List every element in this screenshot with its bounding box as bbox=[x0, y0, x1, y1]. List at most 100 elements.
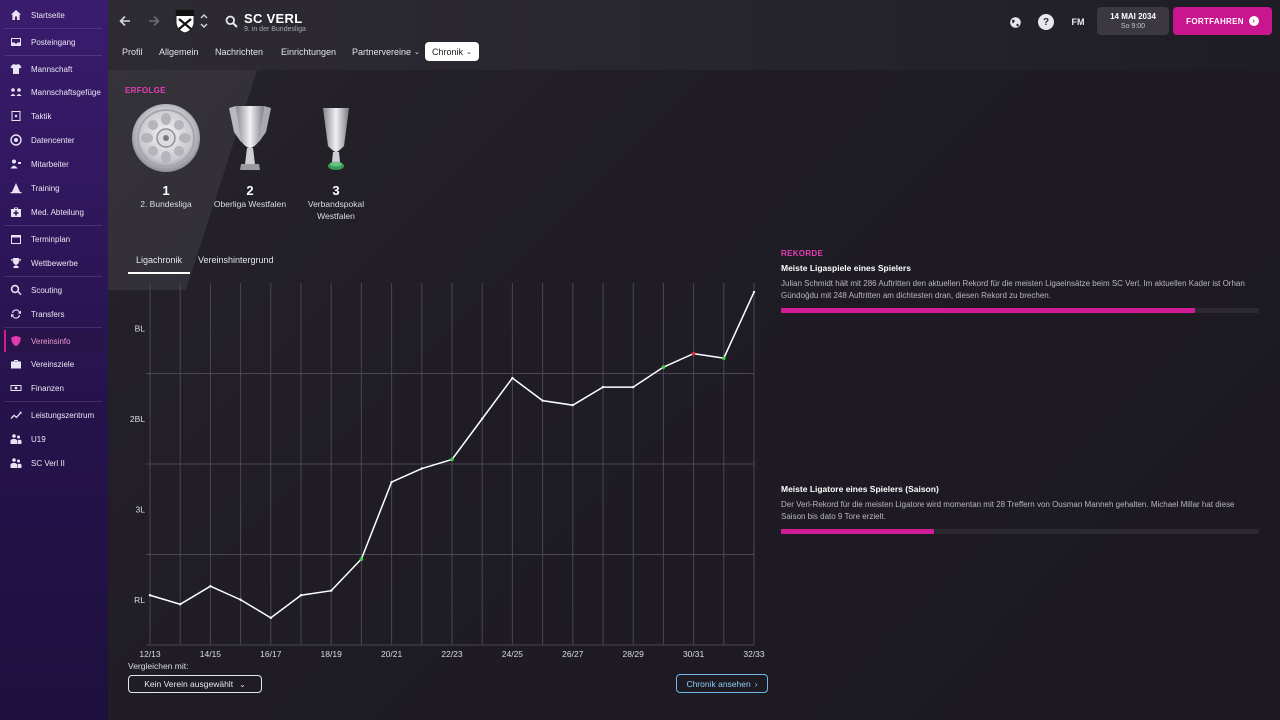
continue-button[interactable]: FORTFAHREN › bbox=[1173, 7, 1272, 35]
chart-data-point[interactable] bbox=[511, 376, 514, 380]
calendar-icon bbox=[9, 232, 23, 246]
tab-label: Vereinshintergrund bbox=[198, 255, 274, 265]
bundesliga-plate-icon bbox=[132, 104, 200, 172]
chart-data-point[interactable] bbox=[752, 290, 756, 294]
sidebar-item-training[interactable]: Training bbox=[0, 177, 104, 199]
sidebar-item-label: Datencenter bbox=[31, 135, 75, 145]
chart-x-tick-label: 24/25 bbox=[502, 649, 524, 659]
view-history-button[interactable]: Chronik ansehen › bbox=[676, 674, 768, 693]
compare-select-value: Kein Verein ausgewählt bbox=[144, 679, 234, 689]
forward-button[interactable] bbox=[146, 13, 162, 29]
chart-x-axis: 12/13 14/15 16/17 18/19 20/21 22/23 24/25 26/27… bbox=[139, 649, 765, 659]
sidebar-item-u19[interactable]: U19 bbox=[0, 428, 104, 450]
sidebar-item-label: Wettbewerbe bbox=[31, 258, 78, 268]
chevron-down-icon: ⌄ bbox=[466, 48, 472, 56]
tab-einrichtungen[interactable]: Einrichtungen bbox=[281, 42, 336, 61]
sidebar-item-label: Leistungszentrum bbox=[31, 410, 95, 420]
chart-x-tick-label: 14/15 bbox=[200, 649, 222, 659]
tab-allgemein[interactable]: Allgemein bbox=[159, 42, 199, 61]
money-icon bbox=[9, 381, 23, 395]
sidebar-item-mannschaftsgefuege[interactable]: Mannschaftsgefüge bbox=[0, 81, 104, 103]
tab-profil[interactable]: Profil bbox=[122, 42, 143, 61]
network-button[interactable] bbox=[1007, 14, 1023, 30]
chart-x-tick-label: 12/13 bbox=[139, 649, 161, 659]
help-button[interactable]: ? bbox=[1038, 14, 1054, 30]
chart-y-tick-label: 3L bbox=[136, 504, 146, 514]
data-hub-icon bbox=[9, 133, 23, 147]
tab-ligachronik[interactable]: Ligachronik bbox=[128, 255, 191, 274]
tab-label: Allgemein bbox=[159, 46, 199, 57]
view-history-label: Chronik ansehen bbox=[686, 678, 751, 689]
chart-data-point[interactable] bbox=[481, 417, 484, 420]
chart-data-point[interactable] bbox=[722, 356, 726, 360]
honour-item[interactable]: 1 2. Bundesliga bbox=[126, 102, 206, 210]
fm-logo-icon: FM bbox=[1071, 17, 1085, 27]
chart-data-point[interactable] bbox=[148, 594, 152, 597]
club-crest[interactable] bbox=[174, 9, 196, 34]
sidebar-item-label: Finanzen bbox=[31, 383, 64, 393]
sidebar-item-terminplan[interactable]: Terminplan bbox=[0, 228, 104, 250]
chart-data-point[interactable] bbox=[661, 365, 666, 369]
honour-item[interactable]: 3 Verbandspokal Westfalen bbox=[296, 102, 376, 222]
chart-data-point[interactable] bbox=[420, 467, 423, 470]
search-button[interactable] bbox=[223, 13, 239, 29]
chart-data-point[interactable] bbox=[390, 480, 393, 484]
sidebar-item-label: Med. Abteilung bbox=[31, 207, 84, 217]
chart-x-tick-label: 32/33 bbox=[743, 649, 765, 659]
chart-data-point[interactable] bbox=[601, 385, 605, 389]
chart-data-point[interactable] bbox=[179, 603, 182, 606]
chart-data-point[interactable] bbox=[299, 594, 303, 597]
tab-vereinshintergrund[interactable]: Vereinshintergrund bbox=[198, 255, 274, 272]
tab-partnervereine[interactable]: Partnervereine ⌄ bbox=[352, 42, 420, 61]
honour-item[interactable]: 2 Oberliga Westfalen bbox=[210, 102, 290, 210]
reserve-team-icon bbox=[9, 456, 23, 470]
tactics-board-icon bbox=[9, 109, 23, 123]
sidebar-item-finanzen[interactable]: Finanzen bbox=[0, 377, 104, 399]
fm-menu-button[interactable]: FM bbox=[1068, 14, 1088, 30]
tab-label: Partnervereine bbox=[352, 46, 412, 57]
sidebar-item-mitarbeiter[interactable]: Mitarbeiter bbox=[0, 153, 104, 175]
sidebar-item-sc-verl-ii[interactable]: SC Verl II bbox=[0, 452, 104, 474]
chart-y-tick-label: BL bbox=[135, 323, 146, 333]
chart-data-point[interactable] bbox=[359, 557, 364, 561]
sidebar-item-posteingang[interactable]: Posteingang bbox=[0, 31, 104, 53]
sidebar-item-transfers[interactable]: Transfers bbox=[0, 303, 104, 325]
trend-icon bbox=[9, 408, 23, 422]
chart-points bbox=[148, 290, 756, 620]
tab-nachrichten[interactable]: Nachrichten bbox=[215, 42, 263, 61]
date-display[interactable]: 14 MAI 2034 So 9:00 bbox=[1097, 7, 1169, 35]
back-button[interactable] bbox=[117, 13, 133, 29]
sidebar-item-leistungszentrum[interactable]: Leistungszentrum bbox=[0, 404, 104, 426]
sidebar-item-med-abteilung[interactable]: Med. Abteilung bbox=[0, 201, 104, 223]
club-switch-arrows[interactable] bbox=[199, 11, 209, 31]
chart-data-point[interactable] bbox=[632, 385, 635, 389]
chart-data-point[interactable] bbox=[269, 616, 272, 620]
sidebar-item-vereinsinfo[interactable]: Vereinsinfo bbox=[0, 330, 104, 352]
sidebar-item-scouting[interactable]: Scouting bbox=[0, 279, 104, 301]
sidebar-item-startseite[interactable]: Startseite bbox=[0, 4, 104, 26]
honour-count: 2 bbox=[246, 183, 254, 198]
sidebar-divider bbox=[4, 401, 102, 402]
record-progress-bar bbox=[781, 529, 1259, 534]
compare-club-select[interactable]: Kein Verein ausgewählt ⌄ bbox=[128, 675, 262, 693]
record-description: Der Verl-Rekord für die meisten Ligatore… bbox=[781, 500, 1235, 521]
sidebar-item-datencenter[interactable]: Datencenter bbox=[0, 129, 104, 151]
chart-x-tick-label: 22/23 bbox=[441, 649, 463, 659]
verbandspokal-cup-icon bbox=[323, 108, 349, 170]
sidebar-item-vereinsziele[interactable]: Vereinsziele bbox=[0, 353, 104, 375]
chart-data-point[interactable] bbox=[691, 351, 696, 356]
chart-data-point[interactable] bbox=[239, 598, 242, 601]
honour-name: Verbandspokal Westfalen bbox=[307, 199, 365, 221]
tab-chronik[interactable]: Chronik ⌄ bbox=[425, 42, 479, 61]
chart-data-point[interactable] bbox=[541, 399, 544, 402]
chart-data-point[interactable] bbox=[209, 584, 212, 588]
chart-data-point[interactable] bbox=[571, 403, 574, 407]
chart-data-point[interactable] bbox=[450, 457, 454, 462]
sidebar-item-taktik[interactable]: Taktik bbox=[0, 105, 104, 127]
sidebar-item-mannschaft[interactable]: Mannschaft bbox=[0, 58, 104, 80]
current-time: So 9:00 bbox=[1120, 23, 1146, 30]
chart-data-point[interactable] bbox=[330, 589, 333, 592]
transfer-arrows-icon bbox=[9, 307, 23, 321]
sidebar-item-wettbewerbe[interactable]: Wettbewerbe bbox=[0, 252, 104, 274]
oberliga-cup-icon bbox=[229, 106, 271, 170]
